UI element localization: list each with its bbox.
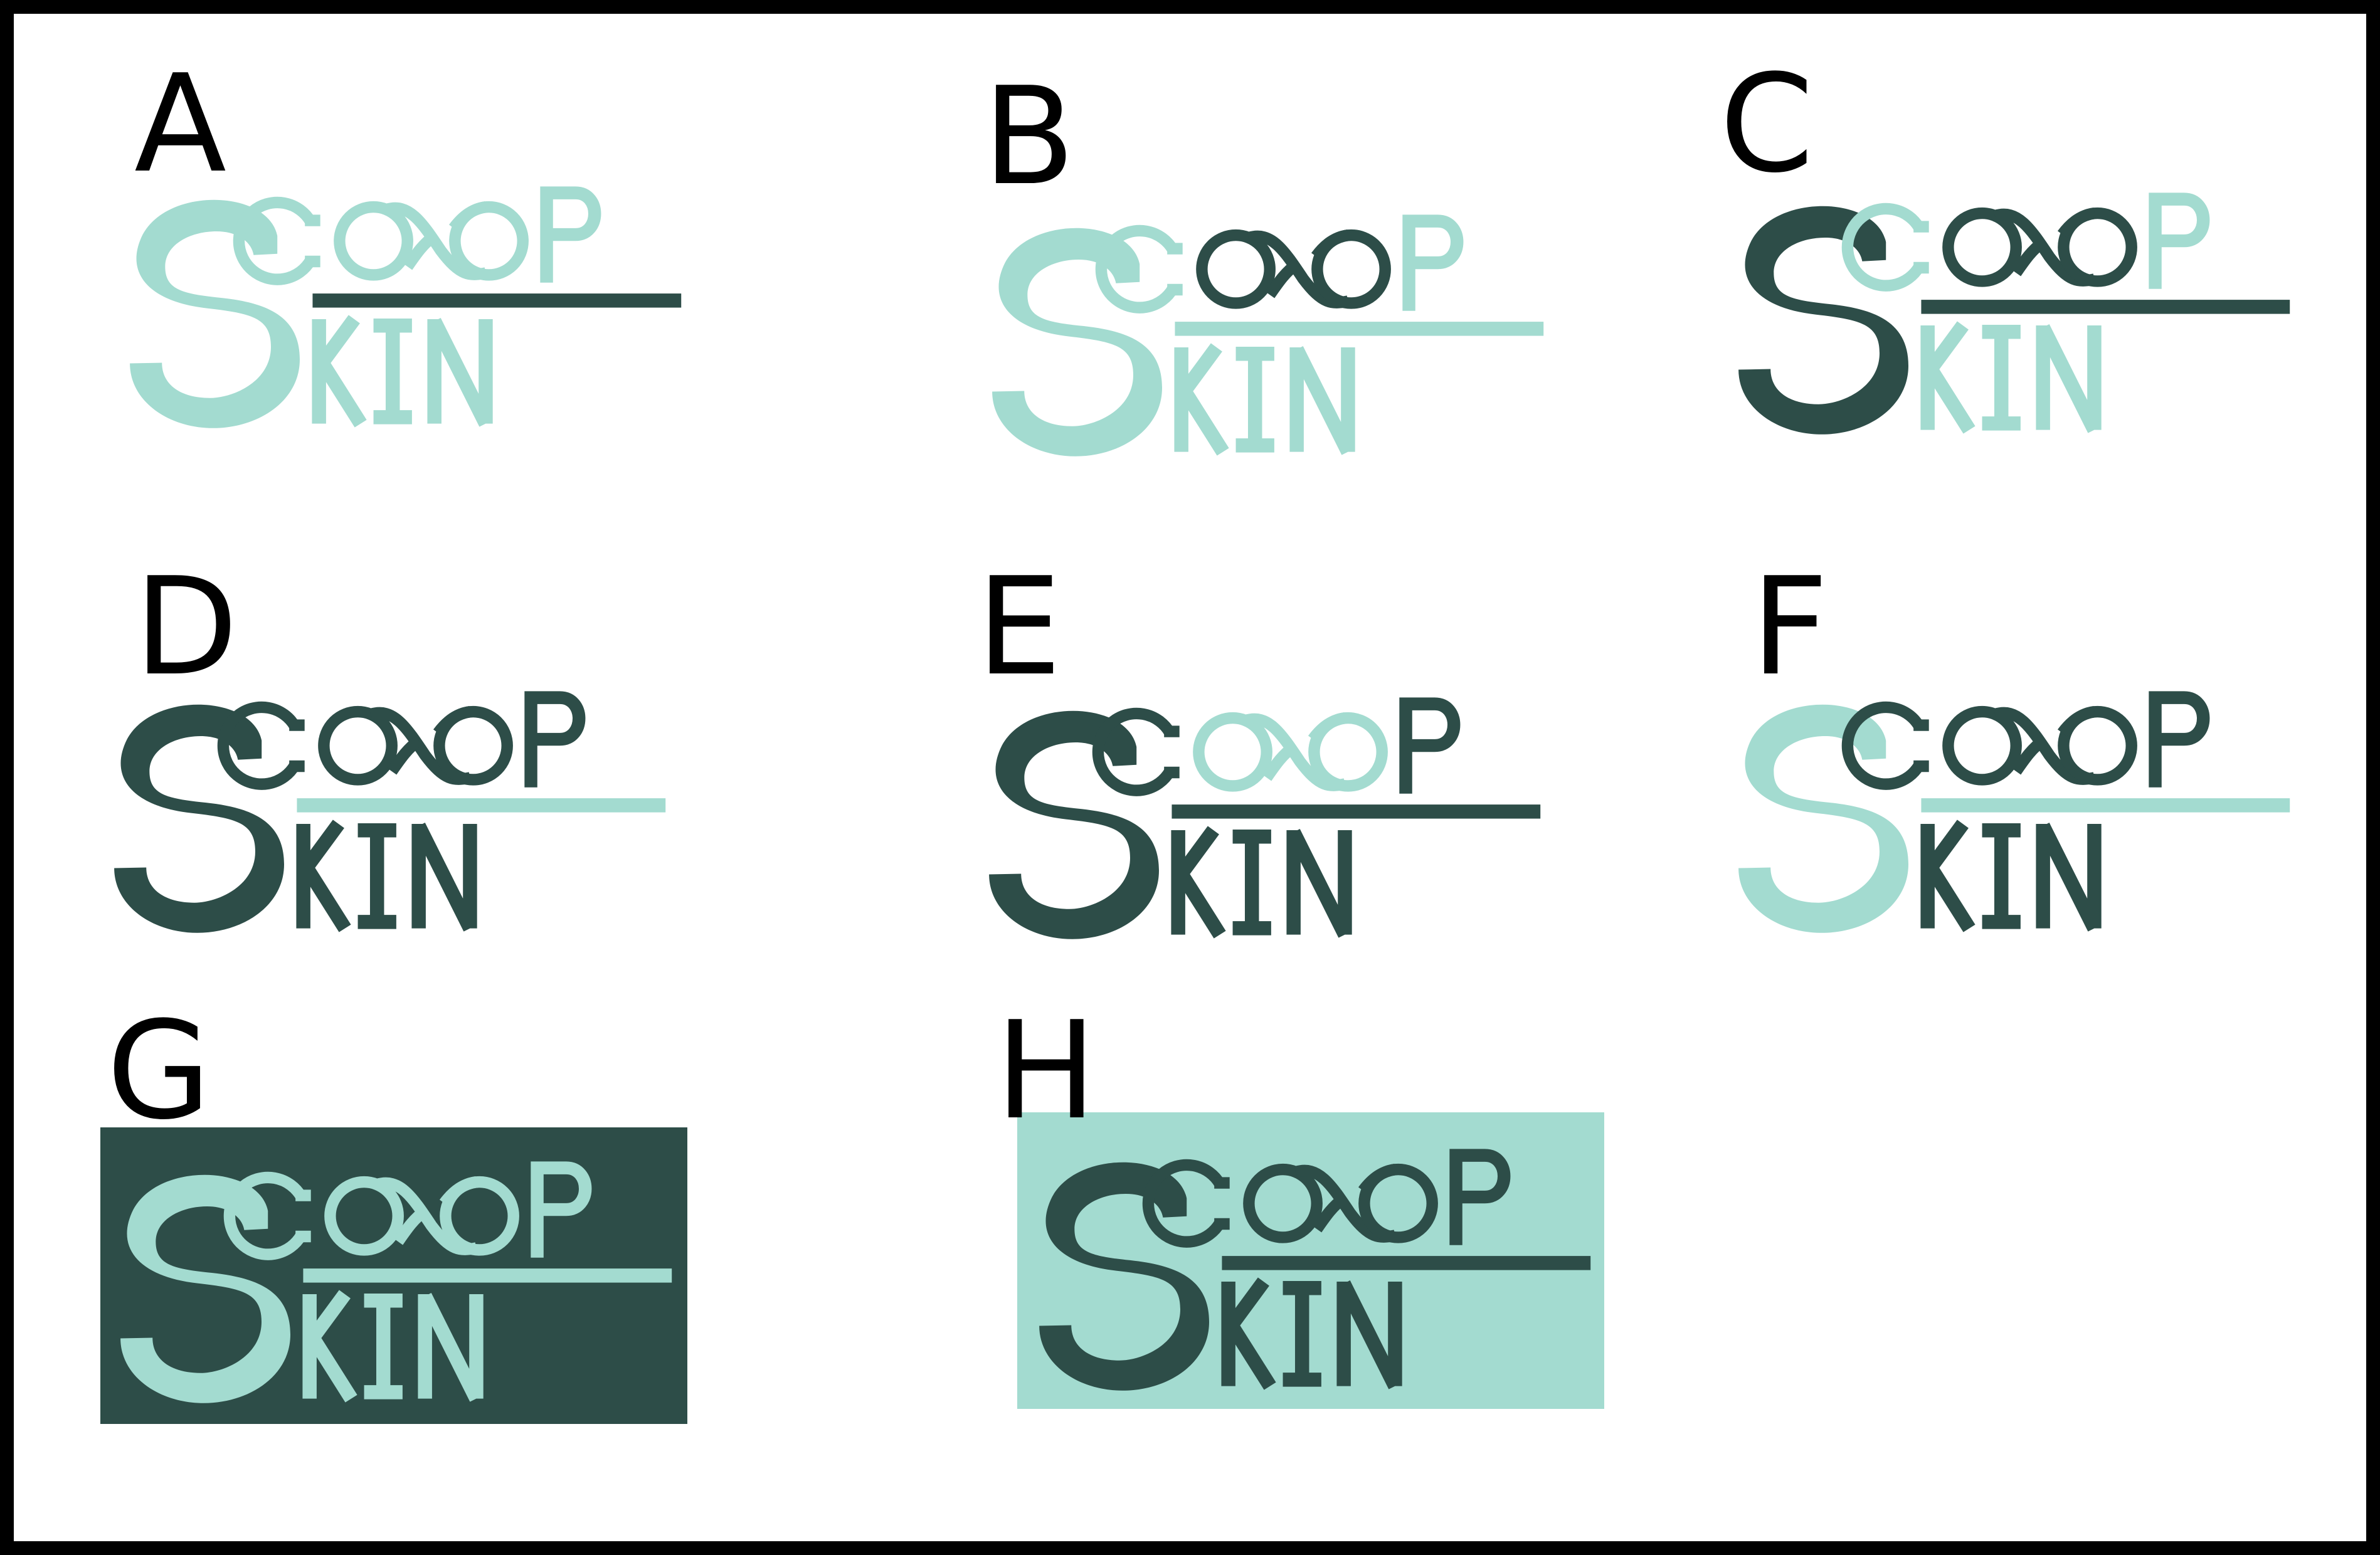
variant-label-h: H bbox=[995, 992, 1097, 1149]
variant-label-b: B bbox=[983, 58, 1076, 215]
logo-b bbox=[992, 214, 1544, 456]
logo-d bbox=[114, 691, 666, 933]
logo-graphic bbox=[114, 691, 666, 933]
variant-label-a: A bbox=[134, 45, 227, 203]
variant-label-d: D bbox=[134, 548, 238, 705]
logo-a bbox=[130, 186, 682, 428]
logo-graphic bbox=[1738, 192, 2290, 435]
logo-h bbox=[1039, 1149, 1591, 1391]
logo-c bbox=[1738, 192, 2290, 435]
logo-e bbox=[989, 697, 1541, 939]
logo-graphic bbox=[989, 697, 1541, 939]
logo-graphic bbox=[130, 186, 682, 428]
variant-label-f: F bbox=[1751, 548, 1829, 705]
variant-label-c: C bbox=[1720, 45, 1814, 203]
logo-graphic bbox=[992, 214, 1544, 456]
logo-graphic bbox=[1738, 691, 2290, 933]
logo-graphic bbox=[120, 1161, 672, 1403]
logo-g bbox=[120, 1161, 672, 1403]
variant-label-g: G bbox=[107, 992, 211, 1149]
logo-f bbox=[1738, 691, 2290, 933]
logo-graphic bbox=[1039, 1149, 1591, 1391]
variant-label-e: E bbox=[976, 548, 1062, 705]
